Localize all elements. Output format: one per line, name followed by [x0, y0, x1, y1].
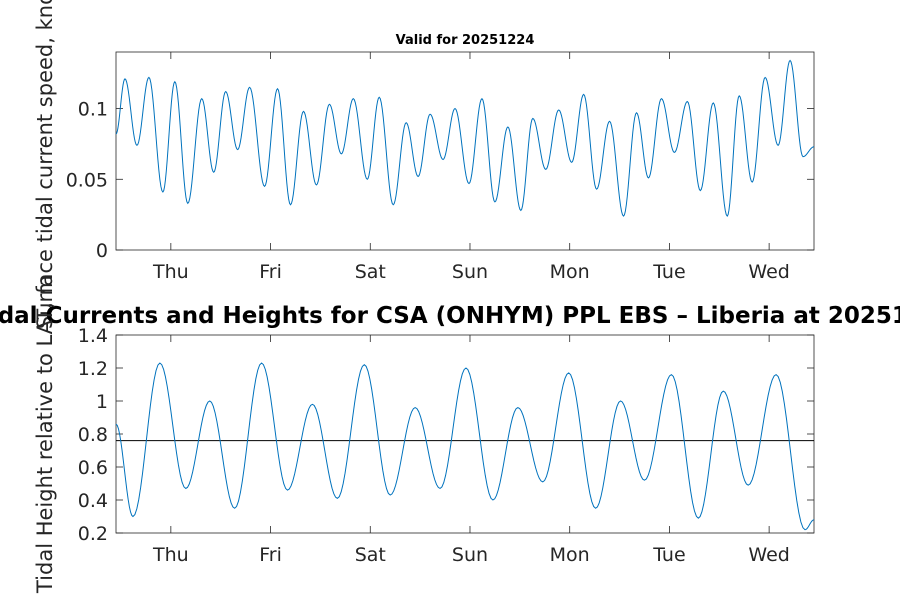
bottom-y-tick-label: 0.4 — [78, 490, 108, 512]
top-x-tick-labels: Thu Fri Sat Sun Mon Tue Wed — [152, 261, 790, 283]
bottom-x-tick-label: Thu — [152, 544, 189, 566]
main-chart-title: Tidal Currents and Heights for CSA (ONHY… — [0, 303, 900, 329]
top-x-tick-label: Mon — [550, 261, 590, 283]
current-speed-line — [115, 59, 815, 217]
bottom-x-tick-label: Wed — [748, 544, 789, 566]
bottom-y-tick-label: 1.4 — [78, 325, 108, 347]
top-x-tick-label: Thu — [152, 261, 189, 283]
bottom-y-tick-label: 0.6 — [78, 457, 108, 479]
bottom-y-axis-label: Tidal Height relative to LAT, m — [33, 275, 57, 594]
tidal-height-line — [115, 362, 815, 531]
bottom-y-tick-label: 0.2 — [78, 523, 108, 545]
bottom-y-tick-label: 0.8 — [78, 424, 108, 446]
bottom-x-tick-labels: Thu Fri Sat Sun Mon Tue Wed — [152, 544, 790, 566]
top-y-tick-labels: 0 0.05 0.1 — [66, 99, 108, 262]
top-x-tick-label: Sun — [452, 261, 488, 283]
top-y-tick-label: 0.05 — [66, 169, 108, 191]
bottom-y-tick-label: 1 — [96, 391, 108, 413]
top-y-tick-label: 0.1 — [78, 99, 108, 121]
top-y-tick-label: 0 — [96, 240, 108, 262]
bottom-plot-area — [115, 334, 815, 534]
top-x-tick-label: Tue — [652, 261, 685, 283]
bottom-x-tick-label: Sat — [355, 544, 386, 566]
top-axis-ticks — [116, 52, 814, 251]
top-x-tick-label: Sat — [355, 261, 386, 283]
bottom-x-tick-label: Fri — [259, 544, 282, 566]
bottom-axis-ticks — [116, 334, 814, 534]
top-x-tick-label: Wed — [748, 261, 789, 283]
bottom-x-tick-label: Mon — [550, 544, 590, 566]
bottom-y-tick-label: 1.2 — [78, 358, 108, 380]
top-plot-area — [115, 51, 815, 251]
bottom-x-tick-label: Sun — [452, 544, 488, 566]
top-chart-title: Valid for 20251224 — [396, 33, 535, 48]
bottom-x-tick-label: Tue — [652, 544, 685, 566]
bottom-y-tick-labels: 0.2 0.4 0.6 0.8 1 1.2 1.4 — [78, 325, 108, 545]
top-x-tick-label: Fri — [259, 261, 282, 283]
top-y-axis-label: Surface tidal current speed, knots — [33, 0, 57, 329]
